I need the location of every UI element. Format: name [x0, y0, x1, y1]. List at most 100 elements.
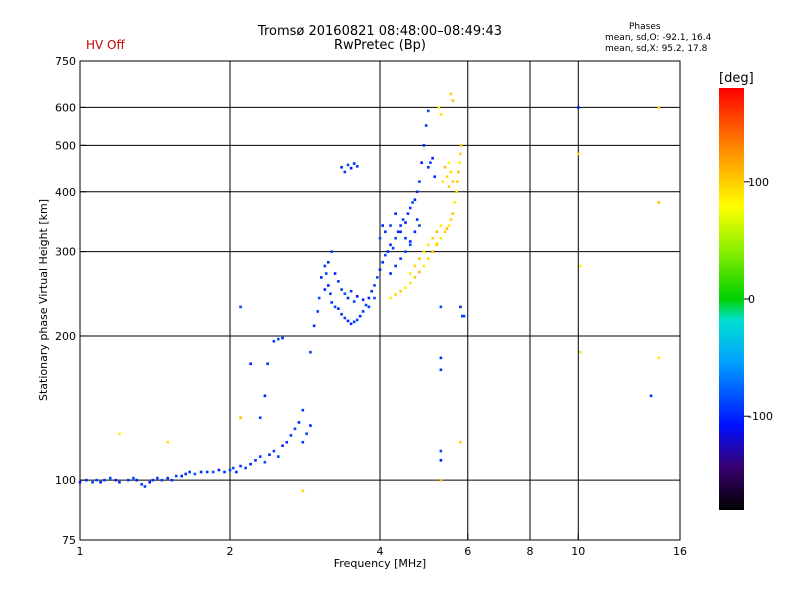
x-mode-point — [459, 152, 462, 156]
o-mode-point — [337, 307, 340, 311]
o-mode-point — [333, 305, 337, 309]
x-mode-point — [439, 113, 443, 116]
o-mode-point — [343, 292, 347, 296]
y-axis: 75 100 200 300 400 500 600 750 — [55, 55, 86, 547]
x-mode-point — [657, 201, 660, 204]
o-mode-point — [576, 106, 580, 109]
y-tick-label: 75 — [62, 534, 76, 547]
o-mode-point — [343, 170, 347, 174]
o-mode-point — [346, 319, 350, 323]
o-mode-point — [244, 466, 247, 470]
x-mode-point — [439, 478, 443, 482]
o-mode-point — [462, 314, 466, 318]
o-mode-point — [399, 224, 402, 227]
o-mode-point — [394, 212, 397, 215]
x-mode-point — [455, 190, 458, 194]
colorbar-ticks: 100 0 -100 — [744, 176, 773, 423]
x-mode-point — [456, 180, 459, 183]
x-mode-point — [576, 152, 580, 156]
o-mode-point — [276, 337, 280, 341]
x-mode-point — [451, 99, 455, 102]
o-mode-point — [132, 476, 135, 480]
o-mode-point — [418, 180, 421, 183]
o-mode-point — [281, 444, 284, 448]
o-mode-point — [375, 276, 379, 279]
o-mode-point — [193, 472, 197, 476]
x-mode-point — [447, 224, 451, 227]
o-mode-point — [166, 476, 170, 480]
o-mode-point — [281, 336, 284, 340]
colorbar-tick-label: 0 — [748, 293, 755, 306]
o-mode-point — [305, 432, 308, 436]
o-mode-point — [429, 161, 432, 164]
x-mode-point — [657, 106, 660, 109]
x-mode-point — [579, 264, 582, 268]
o-mode-point — [433, 175, 436, 179]
o-mode-point — [367, 296, 371, 300]
o-mode-point — [426, 165, 430, 169]
o-mode-point — [78, 480, 82, 484]
x-mode-point — [413, 264, 417, 268]
x-mode-point — [447, 161, 451, 164]
o-mode-point — [389, 243, 392, 247]
o-mode-point — [211, 470, 215, 474]
x-mode-point — [441, 180, 445, 183]
o-mode-point — [439, 356, 443, 360]
o-mode-point — [367, 305, 371, 309]
x-axis-label: Frequency [MHz] — [334, 557, 426, 570]
o-mode-point — [424, 124, 428, 127]
y-axis-label: Stationary phase Virtual Height [km] — [37, 199, 50, 401]
scatter-points — [78, 92, 660, 493]
x-mode-point — [451, 212, 455, 215]
o-mode-point — [426, 109, 430, 113]
o-mode-point — [235, 470, 238, 474]
o-mode-point — [297, 421, 301, 424]
o-mode-point — [160, 478, 164, 482]
phase-stats-o: mean, sd,O: -92.1, 16.4 — [605, 33, 712, 43]
x-mode-point — [439, 224, 443, 227]
o-mode-point — [223, 470, 226, 474]
o-mode-point — [411, 201, 414, 204]
x-tick-label: 6 — [464, 545, 471, 558]
o-mode-point — [266, 362, 269, 366]
o-mode-point — [329, 292, 332, 296]
o-mode-point — [399, 230, 402, 234]
x-mode-point — [457, 170, 460, 174]
x-mode-point — [459, 144, 463, 147]
o-mode-point — [301, 440, 305, 444]
o-mode-point — [394, 236, 397, 240]
o-mode-point — [431, 156, 434, 160]
colorbar-tick-label: 100 — [748, 176, 769, 189]
x-mode-point — [445, 227, 449, 230]
o-mode-point — [148, 480, 152, 484]
o-mode-point — [373, 296, 376, 300]
o-mode-point — [408, 243, 412, 247]
o-mode-point — [349, 166, 353, 170]
o-mode-point — [352, 300, 356, 303]
o-mode-point — [327, 284, 330, 287]
x-mode-point — [435, 230, 439, 234]
o-mode-point — [422, 144, 426, 147]
o-mode-point — [394, 264, 397, 268]
o-mode-point — [258, 455, 262, 458]
o-mode-point — [459, 305, 462, 309]
x-mode-point — [657, 356, 660, 360]
o-mode-point — [108, 476, 112, 480]
o-mode-point — [285, 440, 289, 444]
x-mode-point — [451, 180, 455, 183]
o-mode-point — [439, 449, 443, 453]
o-mode-point — [99, 480, 102, 484]
y-tick-label: 400 — [55, 186, 76, 199]
o-mode-point — [170, 478, 174, 482]
o-mode-point — [140, 483, 144, 486]
x-mode-point — [445, 175, 449, 179]
o-mode-point — [389, 272, 392, 275]
o-mode-point — [389, 224, 392, 227]
o-mode-point — [352, 162, 356, 165]
x-mode-point — [459, 440, 462, 444]
x-tick-label: 4 — [377, 545, 384, 558]
o-mode-point — [337, 280, 340, 283]
x-mode-point — [399, 289, 402, 293]
o-mode-point — [309, 350, 312, 354]
